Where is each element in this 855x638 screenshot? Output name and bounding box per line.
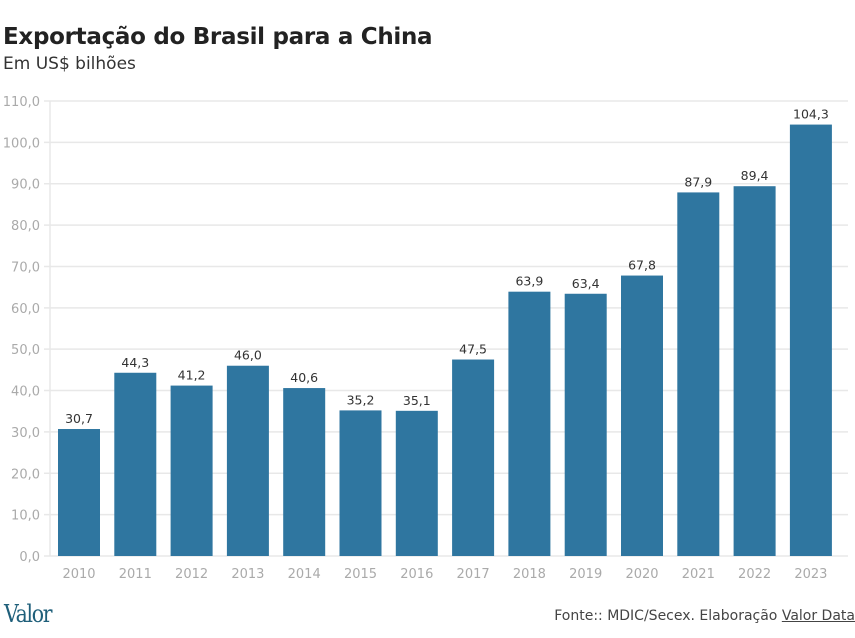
source-note: Fonte:: MDIC/Secex. Elaboração Valor Dat… <box>554 608 855 624</box>
bar <box>170 385 213 556</box>
bar <box>283 388 326 556</box>
bar <box>58 429 100 556</box>
source-text: Fonte:: MDIC/Secex. Elaboração <box>554 608 782 624</box>
x-tick-label: 2020 <box>625 567 658 582</box>
data-label: 63,9 <box>515 274 543 289</box>
y-tick-label: 90,0 <box>11 178 40 193</box>
x-tick-label: 2012 <box>175 567 208 582</box>
bar <box>226 365 269 556</box>
x-tick-label: 2013 <box>231 567 264 582</box>
bar <box>395 410 438 556</box>
y-tick-label: 20,0 <box>11 467 40 482</box>
valor-logo: Valor <box>4 600 52 628</box>
data-label: 46,0 <box>234 348 262 363</box>
data-label: 47,5 <box>459 342 487 357</box>
bar <box>733 186 776 556</box>
x-tick-label: 2017 <box>457 567 490 582</box>
data-label: 40,6 <box>290 370 318 385</box>
data-label: 87,9 <box>684 174 712 189</box>
data-label: 44,3 <box>121 355 149 370</box>
x-tick-label: 2011 <box>119 567 152 582</box>
x-tick-label: 2019 <box>569 567 602 582</box>
x-tick-label: 2016 <box>400 567 433 582</box>
data-label: 89,4 <box>741 168 769 183</box>
bar <box>621 275 663 556</box>
x-tick-label: 2010 <box>62 567 95 582</box>
bar <box>564 293 607 556</box>
y-tick-label: 40,0 <box>11 385 40 400</box>
y-tick-label: 10,0 <box>11 509 40 524</box>
data-label: 63,4 <box>572 276 600 291</box>
y-tick-label: 100,0 <box>3 136 40 151</box>
y-tick-label: 0,0 <box>19 550 40 565</box>
bar <box>508 291 551 556</box>
data-label: 104,3 <box>793 107 829 122</box>
x-tick-label: 2023 <box>794 567 827 582</box>
x-tick-label: 2014 <box>288 567 321 582</box>
x-tick-label: 2021 <box>682 567 715 582</box>
bar <box>452 359 495 556</box>
data-label: 67,8 <box>628 258 656 273</box>
bar <box>339 410 382 556</box>
y-tick-label: 60,0 <box>11 302 40 317</box>
y-tick-label: 30,0 <box>11 426 40 441</box>
data-label: 35,2 <box>347 392 375 407</box>
y-tick-label: 70,0 <box>11 260 40 275</box>
bar <box>677 192 720 556</box>
bar <box>114 372 157 556</box>
bar <box>789 124 832 556</box>
data-label: 35,1 <box>403 393 431 408</box>
bar-chart: 0,0 10,0 20,0 30,0 40,0 50,0 60,0 70,0 80,0 90,0 1… <box>3 95 848 582</box>
y-tick-label: 80,0 <box>11 219 40 234</box>
x-tick-label: 2015 <box>344 567 377 582</box>
x-tick-label: 2022 <box>738 567 771 582</box>
valor-data-link[interactable]: Valor Data <box>781 608 855 624</box>
data-label: 41,2 <box>178 368 206 383</box>
x-tick-label: 2018 <box>513 567 546 582</box>
y-tick-label: 50,0 <box>11 343 40 358</box>
y-tick-label: 110,0 <box>3 95 40 110</box>
chart-subtitle: Em US$ bilhões <box>3 54 136 74</box>
chart-title: Exportação do Brasil para a China <box>3 24 433 50</box>
data-label: 30,7 <box>65 411 93 426</box>
